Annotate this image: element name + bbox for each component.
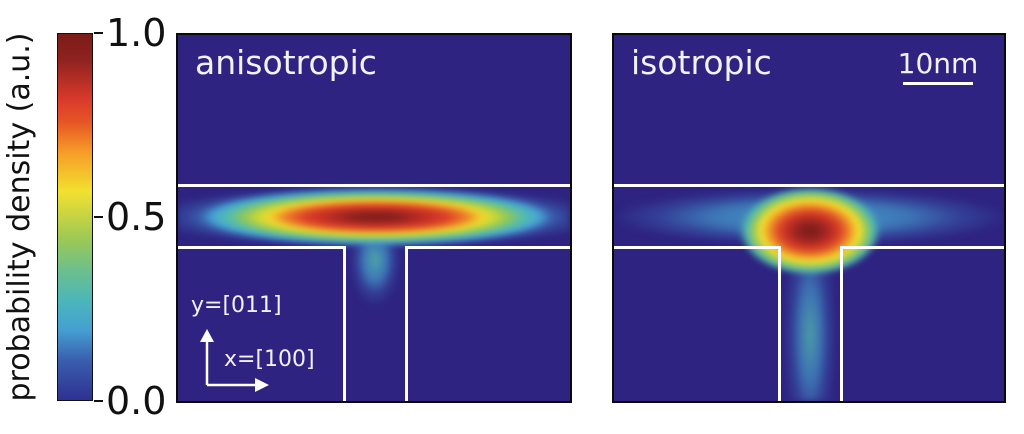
panel-title-isotropic: isotropic <box>631 43 772 82</box>
scale-bar-label: 10nm <box>897 47 979 80</box>
channel-left-line <box>778 246 781 401</box>
scale-bar: 10nm <box>896 47 980 85</box>
colorbar-tick-label-0.0: 0.0 <box>106 379 167 423</box>
panel-anisotropic: anisotropic y=[011] x=[100] <box>176 33 572 403</box>
colorbar <box>57 33 93 401</box>
panel-isotropic: isotropic 10nm <box>612 33 1006 403</box>
panel-title-anisotropic: anisotropic <box>195 43 377 82</box>
axes-arrows-icon <box>200 329 269 392</box>
colorbar-tick-label-1.0: 1.0 <box>106 11 167 55</box>
well-bottom-line-left <box>178 246 343 249</box>
well-bottom-line-left <box>614 246 778 249</box>
colorbar-axis-label: probability density (a.u.) <box>2 32 37 402</box>
scale-bar-line <box>903 82 973 85</box>
colorbar-tick-mark-bottom <box>94 400 103 402</box>
well-top-line <box>614 184 1004 187</box>
well-top-line <box>178 184 570 187</box>
well-bottom-line-right <box>840 246 1004 249</box>
y-axis-annotation: y=[011] <box>191 293 282 318</box>
channel-right-line <box>405 246 408 401</box>
heatmap-anisotropic <box>178 35 570 401</box>
colorbar-tick-mark-mid <box>94 216 103 218</box>
well-bottom-line-right <box>405 246 570 249</box>
colorbar-tick-label-0.5: 0.5 <box>106 195 167 239</box>
channel-left-line <box>343 246 346 401</box>
heatmap-isotropic <box>614 35 1004 401</box>
channel-right-line <box>840 246 843 401</box>
colorbar-tick-mark-top <box>94 32 103 34</box>
x-axis-annotation: x=[100] <box>224 347 315 372</box>
